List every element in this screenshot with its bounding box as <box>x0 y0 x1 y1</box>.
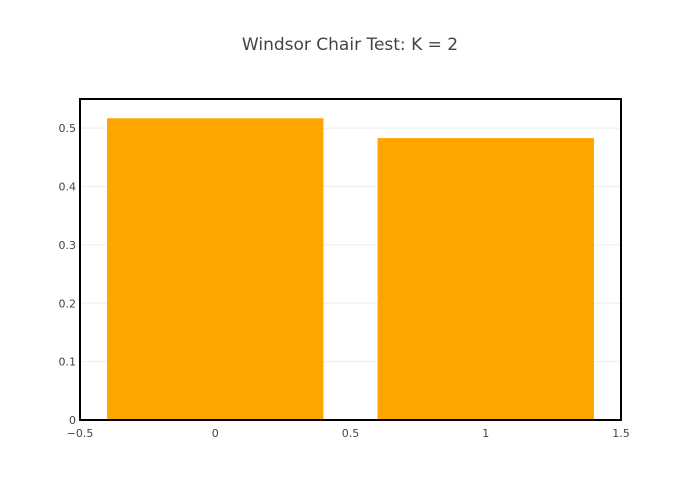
x-tick-label: −0.5 <box>67 427 94 440</box>
y-tick-label: 0.1 <box>59 356 77 369</box>
bar <box>107 118 324 420</box>
x-tick-label: 0.5 <box>342 427 360 440</box>
y-tick-label: 0.5 <box>59 122 77 135</box>
plot-frame <box>79 98 622 421</box>
x-tick-label: 1.5 <box>612 427 630 440</box>
bars <box>107 118 594 420</box>
y-tick-label: 0.3 <box>59 239 77 252</box>
y-tick-label: 0 <box>69 414 76 427</box>
y-tick-label: 0.4 <box>59 181 77 194</box>
x-tick-label: 0 <box>212 427 219 440</box>
y-tick-label: 0.2 <box>59 297 77 310</box>
bar <box>377 138 594 420</box>
x-tick-label: 1 <box>482 427 489 440</box>
x-axis-ticks: −0.5 0 0.5 1 1.5 <box>67 427 630 440</box>
y-axis-ticks: 0 0.1 0.2 0.3 0.4 0.5 <box>59 122 77 427</box>
chart-title: Windsor Chair Test: K = 2 <box>242 35 458 55</box>
